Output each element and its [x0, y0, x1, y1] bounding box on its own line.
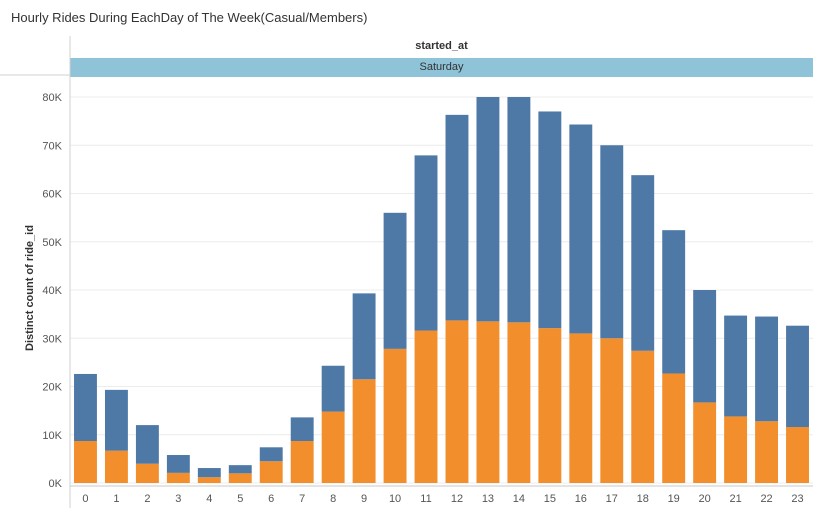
bar-segment-orange[interactable] [104, 450, 128, 483]
bar-segment-orange[interactable] [631, 350, 655, 483]
bar-segment-blue[interactable] [662, 230, 686, 374]
bar-segment-orange[interactable] [538, 328, 562, 483]
x-tick-label: 9 [361, 493, 367, 505]
x-tick-label: 4 [206, 493, 212, 505]
y-tick-label: 10K [42, 430, 62, 442]
x-tick-label: 18 [637, 493, 649, 505]
x-tick-label: 22 [760, 493, 772, 505]
bar-segment-blue[interactable] [476, 97, 500, 322]
bar-segment-blue[interactable] [197, 468, 221, 478]
bar-segment-blue[interactable] [166, 455, 190, 473]
bar-segment-blue[interactable] [631, 175, 655, 351]
column-field-label: started_at [415, 40, 468, 52]
x-tick-label: 16 [575, 493, 587, 505]
bar-segment-blue[interactable] [290, 417, 314, 442]
bar-segment-blue[interactable] [383, 212, 407, 349]
bar-segment-orange[interactable] [755, 421, 779, 483]
x-tick-label: 14 [513, 493, 525, 505]
x-tick-label: 8 [330, 493, 336, 505]
x-tick-label: 2 [144, 493, 150, 505]
x-tick-label: 6 [268, 493, 274, 505]
bar-segment-blue[interactable] [414, 155, 438, 331]
bar-segment-orange[interactable] [786, 427, 809, 483]
x-tick-label: 13 [482, 493, 494, 505]
x-tick-label: 1 [113, 493, 119, 505]
y-tick-label: 0K [49, 478, 63, 490]
bar-segment-blue[interactable] [507, 97, 531, 323]
x-tick-label: 23 [791, 493, 803, 505]
bar-segment-orange[interactable] [321, 411, 345, 483]
bar-segment-blue[interactable] [445, 114, 469, 321]
bar-segment-blue[interactable] [259, 447, 283, 462]
bar-segment-orange[interactable] [445, 320, 469, 483]
bar-segment-blue[interactable] [755, 316, 779, 422]
chart-title: Hourly Rides During EachDay of The Week(… [11, 10, 368, 25]
bar-segment-orange[interactable] [662, 373, 686, 483]
bar-segment-orange[interactable] [352, 379, 376, 483]
x-tick-label: 0 [82, 493, 88, 505]
bar-segment-orange[interactable] [693, 402, 717, 483]
bar-segment-orange[interactable] [259, 461, 283, 483]
bar-segment-orange[interactable] [135, 463, 159, 483]
y-tick-label: 80K [42, 92, 62, 104]
bar-segment-blue[interactable] [74, 373, 97, 442]
bar-segment-blue[interactable] [321, 365, 345, 412]
bar-segment-blue[interactable] [538, 111, 562, 329]
x-tick-label: 12 [451, 493, 463, 505]
bar-segment-orange[interactable] [724, 416, 748, 483]
bar-segment-blue[interactable] [724, 315, 748, 417]
x-tick-label: 5 [237, 493, 243, 505]
y-tick-label: 30K [42, 333, 62, 345]
x-tick-label: 21 [729, 493, 741, 505]
x-tick-label: 3 [175, 493, 181, 505]
x-tick-label: 7 [299, 493, 305, 505]
bar-segment-orange[interactable] [228, 473, 252, 483]
y-tick-label: 70K [42, 140, 62, 152]
x-tick-label: 20 [699, 493, 711, 505]
x-tick-label: 10 [389, 493, 401, 505]
bar-segment-orange[interactable] [166, 472, 190, 483]
bar-segment-orange[interactable] [290, 441, 314, 483]
y-tick-label: 60K [42, 189, 62, 201]
bar-segment-orange[interactable] [414, 330, 438, 483]
bar-segment-blue[interactable] [135, 425, 159, 464]
column-header-saturday[interactable]: Saturday [70, 58, 813, 77]
bar-segment-blue[interactable] [693, 290, 717, 403]
bar-segment-orange[interactable] [569, 333, 593, 483]
x-tick-label: 19 [668, 493, 680, 505]
bar-segment-blue[interactable] [352, 293, 376, 380]
bar-segment-blue[interactable] [569, 124, 593, 334]
x-tick-label: 15 [544, 493, 556, 505]
bar-segment-orange[interactable] [383, 348, 407, 483]
bar-segment-blue[interactable] [600, 145, 624, 339]
bar-segment-orange[interactable] [507, 322, 531, 483]
y-tick-label: 20K [42, 382, 62, 394]
bar-segment-blue[interactable] [228, 465, 252, 474]
bar-segment-blue[interactable] [786, 325, 809, 428]
x-tick-label: 11 [420, 493, 431, 505]
bar-segment-orange[interactable] [74, 441, 97, 483]
y-tick-label: 40K [42, 285, 62, 297]
bar-segment-blue[interactable] [104, 389, 128, 451]
y-tick-label: 50K [42, 237, 62, 249]
bar-segment-orange[interactable] [197, 477, 221, 483]
x-tick-label: 17 [606, 493, 618, 505]
bar-segment-orange[interactable] [600, 338, 624, 483]
bar-segment-orange[interactable] [476, 321, 500, 483]
